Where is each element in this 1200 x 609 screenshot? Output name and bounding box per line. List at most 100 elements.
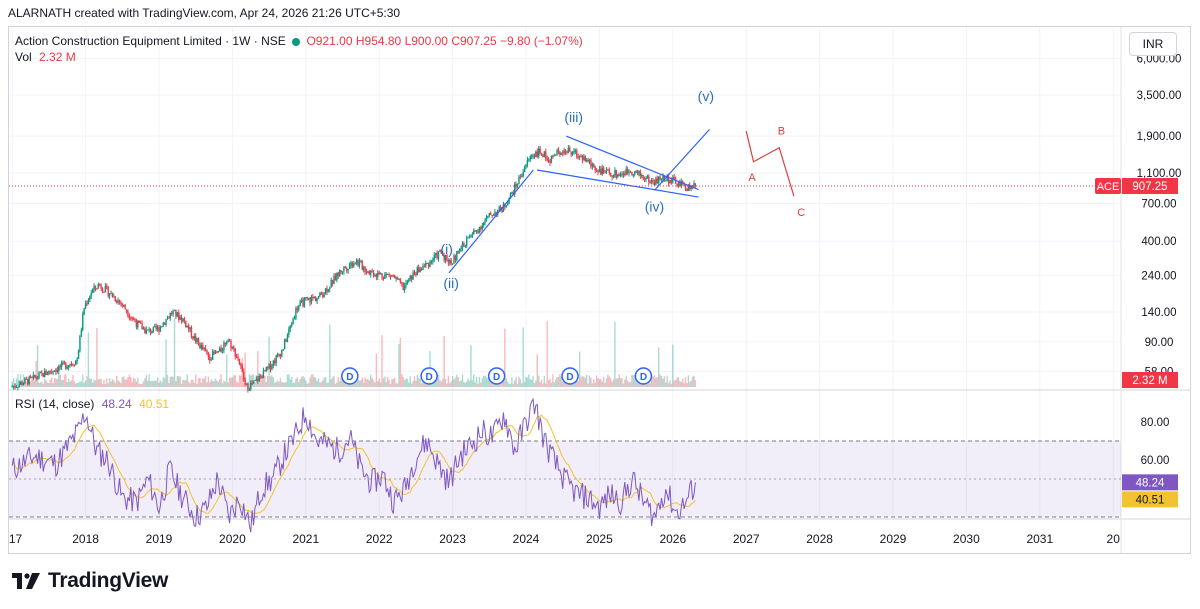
volume-value: 2.32 M [39,50,76,64]
candle-body [684,184,687,189]
volume-label: Vol [15,50,32,64]
candle-body [419,268,421,273]
volume-bar [528,374,530,387]
candle-body [556,149,558,155]
volume-bar [649,383,651,387]
volume-bar [101,383,104,387]
candle-body [674,178,677,184]
candle-body [482,222,485,226]
candle-body [420,268,423,271]
volume-bar [165,339,167,387]
volume-bar [156,377,159,387]
volume-bar [391,379,393,387]
candle-body [611,175,613,178]
candle-body [398,279,400,281]
volume-bar [573,380,575,387]
candle-body [86,303,88,305]
volume-bar [266,375,269,387]
candle-body [206,350,208,354]
candle-body [108,294,111,296]
candle-body [388,274,390,276]
candle-body [585,159,588,162]
volume-bar [265,381,267,387]
volume-bar [187,381,190,387]
candle-body [89,296,91,300]
volume-bar [433,379,435,387]
candle-body [319,292,321,297]
volume-bar [521,383,523,387]
candle-body [12,385,15,387]
volume-bar [152,380,155,387]
candle-body [418,267,420,273]
volume-bar [687,375,690,387]
candle-body [615,170,618,178]
candle-body [91,289,94,293]
volume-bar [147,380,149,387]
currency-button[interactable]: INR [1129,32,1177,56]
candle-body [351,262,354,267]
volume-bar [485,376,488,387]
time-tick-label: 2027 [733,532,760,546]
last-price-badge [1122,177,1178,194]
volume-bar [67,378,70,387]
volume-bar [213,381,215,387]
volume-bar [268,336,270,387]
elliott-wave-label: (v) [698,88,714,104]
candle-body [672,177,674,183]
candle-body [413,272,416,275]
candle-body [392,275,395,277]
candle-body [110,292,112,295]
volume-bar [419,379,421,387]
volume-bar [478,376,481,387]
time-tick-label: 2020 [219,532,246,546]
volume-bar [612,379,615,387]
volume-bar [80,381,83,387]
rsi-value-label: 48.24 [1136,477,1165,489]
volume-bar [66,381,68,387]
candle-body [77,350,80,359]
volume-bar [233,375,235,387]
channel-upper-line [566,135,699,191]
volume-bar [70,380,73,387]
candle-body [227,340,229,342]
candle-body [314,297,317,302]
dividend-marker-label: D [566,372,573,383]
volume-bar [412,380,414,387]
volume-bar [195,374,197,387]
wave-v-projection [654,128,710,191]
volume-bar [605,378,608,387]
candle-body [107,286,109,296]
candle-body [337,272,339,276]
candle-body [648,176,650,183]
candle-body [626,168,629,174]
volume-bar [463,382,465,387]
candle-body [529,156,531,160]
volume-bar [76,382,78,387]
candle-body [514,184,516,195]
chart-container[interactable]: (i) (ii) (iii) (iv) (v) A B C D D D D D 6,000.00 3,5… [8,26,1191,554]
volume-bar [490,378,492,387]
volume-bar [43,379,46,387]
candle-body [394,275,396,279]
candle-body [322,294,324,297]
candle-body [601,167,603,175]
candle-body [106,286,108,288]
volume-bar [141,383,143,387]
volume-bar [272,377,275,387]
status-dot-icon [292,37,301,46]
candle-body [643,178,646,180]
volume-bar [377,381,379,387]
candle-body [624,173,626,175]
chart-canvas[interactable]: (i) (ii) (iii) (iv) (v) A B C D D D D D 6,000.00 3,5… [9,27,1191,554]
candle-body [104,286,107,292]
volume-bar [93,379,95,387]
candle-body [350,262,352,266]
volume-bar [552,374,554,387]
candle-body [324,288,327,294]
candle-body [525,164,527,169]
volume-bar [580,377,582,387]
volume-bar [39,382,42,387]
candle-body [60,362,63,368]
volume-bar [103,379,105,387]
candle-body [76,358,78,362]
